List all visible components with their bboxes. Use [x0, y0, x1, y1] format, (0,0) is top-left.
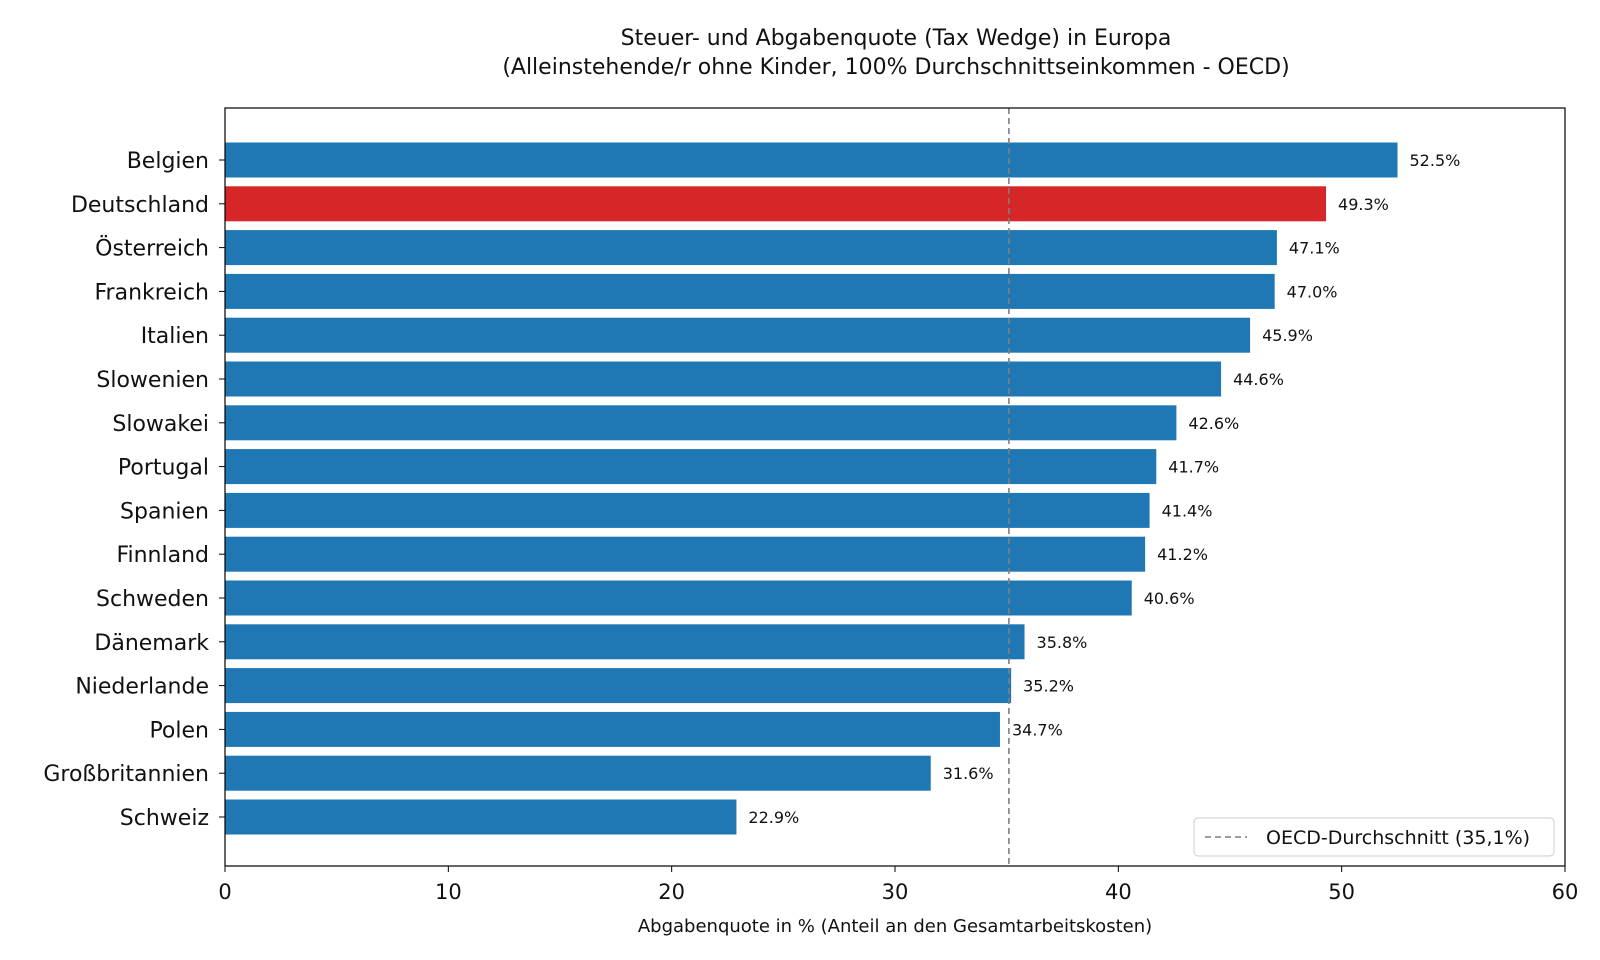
x-tick-label: 10 [435, 880, 462, 904]
bar-österreich [225, 230, 1277, 266]
bar-dänemark [225, 624, 1025, 660]
value-label: 45.9% [1262, 326, 1313, 345]
value-label: 44.6% [1233, 370, 1284, 389]
bar-schweden [225, 580, 1132, 616]
plot-frame [224, 107, 1566, 867]
legend: OECD-Durchschnitt (35,1%) [1193, 817, 1555, 857]
category-label: Italien [141, 324, 209, 349]
category-label: Portugal [118, 456, 209, 481]
bar-großbritannien [225, 755, 931, 791]
chart-subtitle: (Alleinstehende/r ohne Kinder, 100% Durc… [502, 55, 1289, 80]
chart-title: Steuer- und Abgabenquote (Tax Wedge) in … [621, 26, 1172, 51]
category-label: Belgien [127, 149, 209, 174]
category-label: Schweiz [120, 806, 209, 831]
x-tick-label: 40 [1105, 880, 1132, 904]
category-label: Spanien [120, 499, 209, 524]
category-label: Deutschland [71, 193, 209, 218]
bars-layer: 52.5% 49.3% 47.1% 47.0% 45.9% 44.6% 42.6% 41.7%… [225, 142, 1461, 835]
value-label: 47.1% [1289, 239, 1340, 258]
value-label: 34.7% [1012, 720, 1063, 739]
x-tick-label: 30 [882, 880, 909, 904]
x-tick-label: 60 [1552, 880, 1579, 904]
bar-belgien [225, 142, 1398, 178]
x-axis-ticks: 0 10 20 30 40 50 60 [218, 866, 1578, 904]
category-label: Slowenien [96, 368, 209, 393]
bar-schweiz [225, 799, 737, 835]
category-label: Österreich [95, 236, 209, 262]
category-label: Polen [149, 718, 209, 743]
category-label: Finnland [116, 543, 209, 568]
value-label: 40.6% [1144, 589, 1195, 608]
bar-slowakei [225, 405, 1177, 441]
value-label: 41.7% [1168, 458, 1219, 477]
x-tick-label: 20 [658, 880, 685, 904]
bar-frankreich [225, 273, 1275, 309]
x-axis-title: Abgabenquote in % (Anteil an den Gesamta… [638, 916, 1152, 937]
value-label: 35.2% [1023, 677, 1074, 696]
value-label: 41.2% [1157, 545, 1208, 564]
x-tick-label: 50 [1328, 880, 1355, 904]
bar-slowenien [225, 361, 1222, 397]
category-label: Frankreich [94, 280, 209, 305]
category-label: Niederlande [75, 675, 209, 700]
value-label: 22.9% [748, 808, 799, 827]
legend-label: OECD-Durchschnitt (35,1%) [1266, 827, 1530, 849]
category-label: Slowakei [112, 412, 209, 437]
value-label: 41.4% [1162, 501, 1213, 520]
value-label: 31.6% [943, 764, 994, 783]
bar-finnland [225, 536, 1146, 572]
category-label: Großbritannien [43, 762, 209, 787]
bar-niederlande [225, 668, 1012, 704]
bar-italien [225, 317, 1251, 353]
bar-polen [225, 711, 1000, 747]
value-label: 52.5% [1410, 151, 1461, 170]
bar-portugal [225, 449, 1157, 485]
category-label: Dänemark [94, 631, 209, 656]
bar-spanien [225, 492, 1150, 528]
category-label: Schweden [96, 587, 209, 612]
legend-box [1193, 817, 1555, 857]
bar-deutschland [225, 186, 1327, 222]
y-axis-categories: Belgien Deutschland Österreich Frankreich It… [43, 149, 225, 831]
value-label: 49.3% [1338, 195, 1389, 214]
value-label: 47.0% [1287, 282, 1338, 301]
value-label: 35.8% [1037, 633, 1088, 652]
x-tick-label: 0 [218, 880, 231, 904]
value-label: 42.6% [1188, 414, 1239, 433]
